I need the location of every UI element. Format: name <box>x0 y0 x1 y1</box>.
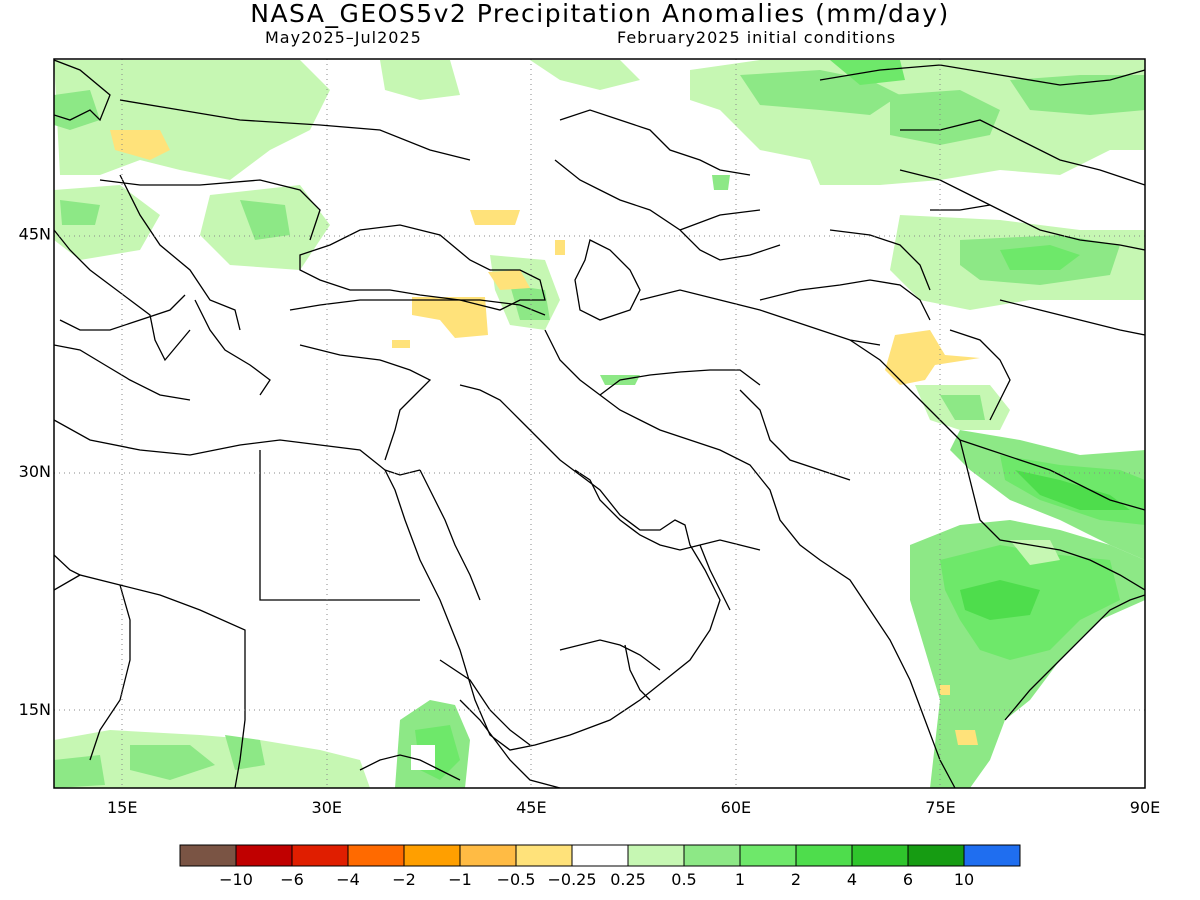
colorbar-label: −0.5 <box>497 870 536 889</box>
lon-tick-label: 60E <box>721 798 751 817</box>
colorbar-swatch <box>235 844 293 867</box>
map-frame <box>53 58 1146 789</box>
lon-tick-label: 75E <box>925 798 955 817</box>
colorbar-swatch <box>403 844 461 867</box>
lon-tick-label: 30E <box>312 798 342 817</box>
forecast-period: May2025–Jul2025 <box>265 28 422 47</box>
colorbar-label: −6 <box>280 870 304 889</box>
colorbar-label: −4 <box>336 870 360 889</box>
graticule <box>54 59 1145 788</box>
colorbar-swatch <box>179 844 237 867</box>
lon-tick-label: 15E <box>107 798 137 817</box>
lat-tick-label: 30N <box>19 462 51 481</box>
lon-tick-label: 90E <box>1130 798 1160 817</box>
colorbar-swatch <box>907 844 965 867</box>
colorbar-label: 10 <box>954 870 974 889</box>
colorbar-swatch <box>515 844 573 867</box>
colorbar: −10 −6 −4 −2 −1 −0.5 −0.25 0.25 0.5 1 2 4 6 10 <box>179 844 1021 889</box>
map-canvas <box>54 59 1145 788</box>
colorbar-label: 4 <box>847 870 857 889</box>
map-title: NASA_GEOS5v2 Precipitation Anomalies (mm… <box>250 0 950 28</box>
colorbar-label: −1 <box>448 870 472 889</box>
colorbar-swatch <box>347 844 405 867</box>
colorbar-swatch <box>571 844 629 867</box>
anomaly-shading <box>54 60 1145 788</box>
lon-tick-label: 45E <box>516 798 546 817</box>
lat-tick-label: 15N <box>19 700 51 719</box>
colorbar-label: 6 <box>903 870 913 889</box>
axis-labels: 45N 30N 15N 15E 30E 45E 60E 75E 90E <box>19 224 1161 817</box>
colorbar-swatch <box>795 844 853 867</box>
colorbar-label: 2 <box>791 870 801 889</box>
colorbar-label: −0.25 <box>547 870 596 889</box>
colorbar-swatch <box>683 844 741 867</box>
colorbar-swatch <box>739 844 797 867</box>
colorbar-label: 0.25 <box>610 870 646 889</box>
colorbar-label: 1 <box>735 870 745 889</box>
colorbar-swatch <box>291 844 349 867</box>
colorbar-label: −10 <box>219 870 253 889</box>
colorbar-label: −2 <box>392 870 416 889</box>
colorbar-swatch <box>963 844 1021 867</box>
colorbar-swatch <box>851 844 909 867</box>
colorbar-label: 0.5 <box>671 870 696 889</box>
initial-conditions: February2025 initial conditions <box>617 28 897 47</box>
colorbar-swatch <box>459 844 517 867</box>
lat-tick-label: 45N <box>19 224 51 243</box>
colorbar-swatch <box>627 844 685 867</box>
